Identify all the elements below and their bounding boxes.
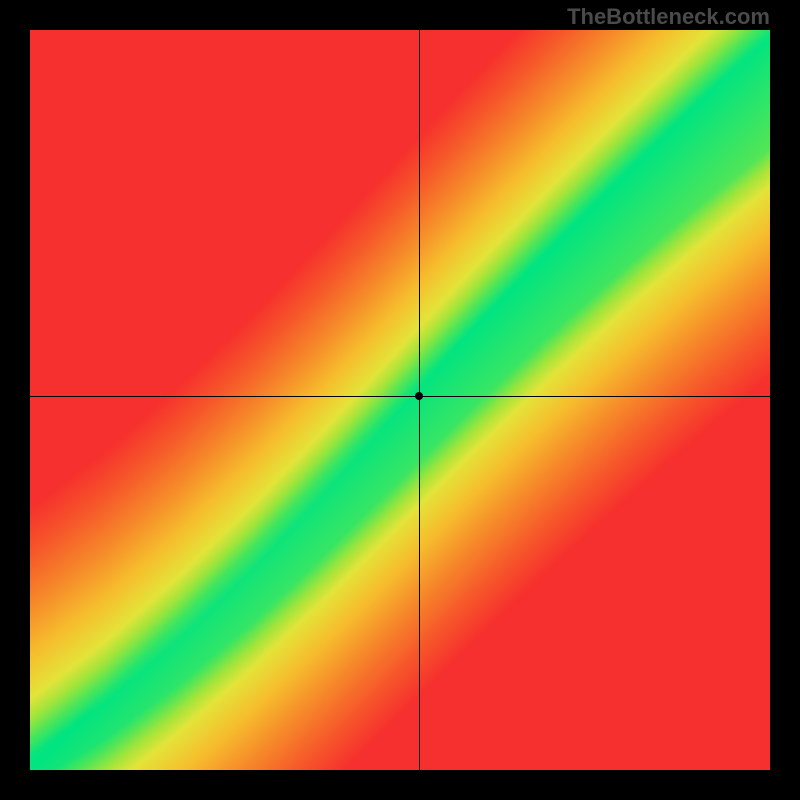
crosshair-marker: [415, 392, 423, 400]
heatmap-canvas: [30, 30, 770, 770]
heatmap-plot: [30, 30, 770, 770]
watermark-text: TheBottleneck.com: [567, 4, 770, 30]
crosshair-horizontal: [30, 396, 770, 397]
